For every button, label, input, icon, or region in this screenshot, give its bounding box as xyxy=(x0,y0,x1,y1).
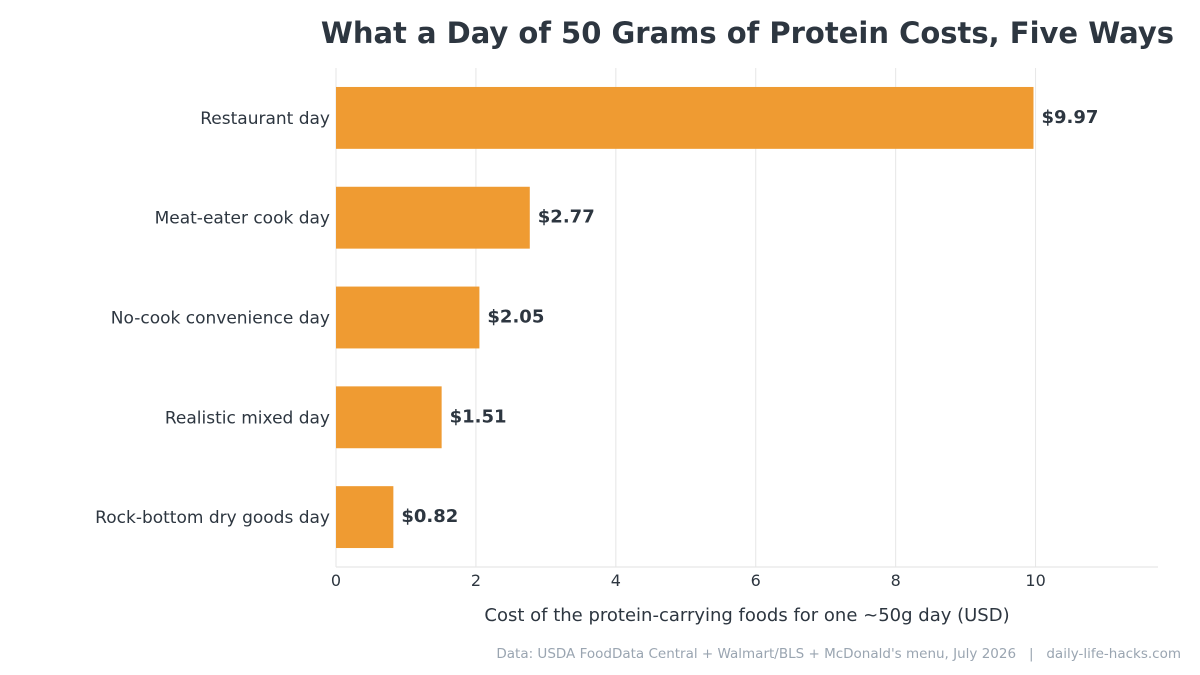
x-axis-label: Cost of the protein-carrying foods for o… xyxy=(484,605,1009,626)
bar xyxy=(336,286,480,349)
grid-lines xyxy=(335,68,1037,567)
category-label: Restaurant day xyxy=(200,109,330,129)
bar xyxy=(336,486,394,549)
bars xyxy=(336,86,1034,549)
value-label: $1.51 xyxy=(450,406,507,427)
chart-title: What a Day of 50 Grams of Protein Costs,… xyxy=(321,16,1174,50)
x-tick-label: 6 xyxy=(751,571,761,590)
value-label: $9.97 xyxy=(1041,107,1098,128)
value-labels: $9.97 $2.77 $2.05 $1.51 $0.82 xyxy=(401,107,1098,527)
x-tick-labels: 0 2 4 6 8 10 xyxy=(331,571,1046,590)
bar xyxy=(336,386,442,449)
x-tick-label: 8 xyxy=(891,571,901,590)
category-label: No-cook convenience day xyxy=(111,309,330,329)
bar xyxy=(336,86,1034,149)
category-label: Realistic mixed day xyxy=(165,408,330,428)
category-label: Meat-eater cook day xyxy=(155,209,330,229)
x-tick-label: 0 xyxy=(331,571,341,590)
x-tick-label: 10 xyxy=(1025,571,1045,590)
value-label: $2.05 xyxy=(487,307,544,328)
footer-source: Data: USDA FoodData Central + Walmart/BL… xyxy=(496,646,1181,662)
x-tick-label: 2 xyxy=(471,571,481,590)
value-label: $0.82 xyxy=(401,506,458,527)
category-label: Rock-bottom dry goods day xyxy=(95,508,330,528)
bar xyxy=(336,186,530,249)
x-tick-label: 4 xyxy=(611,571,621,590)
value-label: $2.77 xyxy=(538,207,595,228)
category-labels: Restaurant day Meat-eater cook day No-cook… xyxy=(95,109,330,528)
